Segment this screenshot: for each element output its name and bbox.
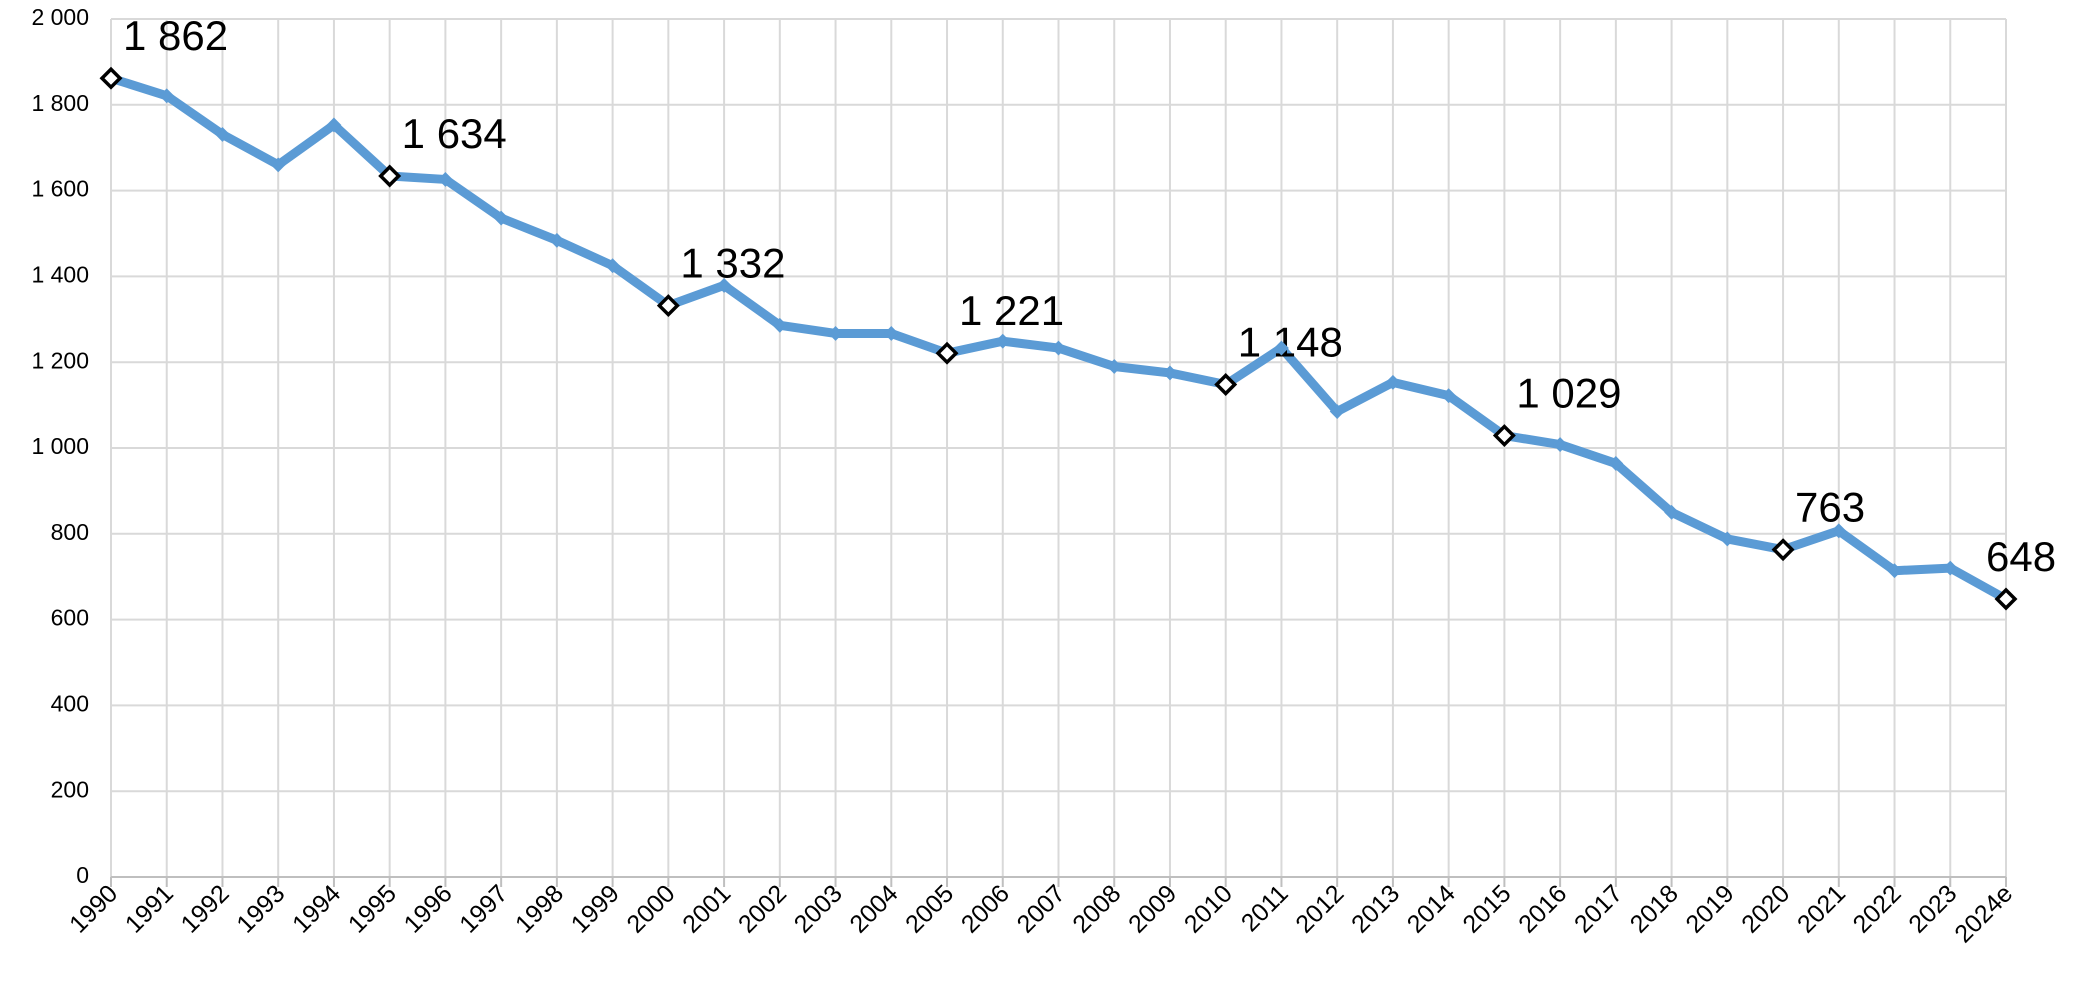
x-tick-label: 2002: [733, 879, 792, 938]
point-marker: [549, 232, 565, 248]
point-marker: [1274, 340, 1289, 356]
x-tick-label: 2008: [1067, 879, 1126, 938]
y-tick-label: 400: [51, 690, 89, 716]
x-tick-label: 2007: [1012, 879, 1071, 938]
x-tick-label: 2005: [900, 879, 959, 938]
x-tick-label: 2004: [844, 879, 903, 938]
point-marker: [1214, 373, 1238, 396]
point-marker: [1051, 340, 1066, 356]
x-tick-label: 2012: [1290, 879, 1349, 938]
point-marker: [1106, 359, 1122, 374]
x-tick-label: 2010: [1179, 879, 1238, 938]
y-tick-label: 1 800: [31, 90, 89, 116]
y-tick-label: 600: [51, 605, 89, 631]
x-tick-label: 2003: [789, 879, 848, 938]
x-tick-label: 2021: [1792, 879, 1851, 938]
x-tick-label: 1992: [176, 879, 235, 938]
point-marker: [1329, 404, 1345, 419]
y-tick-label: 1 200: [31, 347, 89, 373]
point-marker: [215, 126, 230, 142]
point-marker: [1552, 437, 1568, 452]
x-tick-label: 2024e: [1949, 879, 2018, 948]
y-tick-label: 0: [76, 862, 89, 888]
data-label: 1 862: [123, 12, 228, 59]
point-marker: [828, 326, 843, 341]
point-marker: [1441, 388, 1457, 404]
point-marker: [935, 341, 959, 365]
x-tick-label: 2015: [1457, 879, 1516, 938]
point-marker: [656, 294, 680, 318]
point-marker: [605, 258, 621, 274]
x-tick-label: 1995: [343, 879, 402, 938]
point-marker: [159, 88, 175, 104]
point-marker: [437, 172, 453, 187]
x-tick-label: 2022: [1848, 879, 1907, 938]
x-tick-label: 2019: [1680, 879, 1739, 938]
y-tick-label: 800: [51, 519, 89, 545]
y-tick-label: 1 000: [31, 433, 89, 459]
point-marker: [378, 164, 402, 188]
point-marker: [1664, 504, 1680, 520]
x-tick-label: 2009: [1123, 879, 1182, 938]
y-tick-label: 200: [51, 776, 89, 802]
x-tick-label: 2020: [1736, 879, 1795, 938]
data-label: 1 029: [1516, 370, 1621, 417]
data-label: 763: [1795, 484, 1865, 531]
point-marker: [1385, 374, 1401, 390]
y-tick-label: 2 000: [31, 4, 89, 30]
x-tick-label: 1993: [231, 879, 290, 938]
point-marker: [995, 333, 1011, 349]
data-label: 1 148: [1238, 319, 1343, 366]
y-tick-label: 1 400: [31, 261, 89, 287]
x-tick-label: 2016: [1513, 879, 1572, 938]
x-tick-label: 1999: [566, 879, 625, 938]
point-marker: [772, 317, 788, 333]
y-tick-label: 1 600: [31, 176, 89, 202]
data-label: 648: [1986, 533, 2056, 580]
data-label: 1 332: [680, 240, 785, 287]
x-tick-label: 1996: [399, 879, 458, 938]
x-tick-label: 1991: [120, 879, 179, 938]
point-marker: [1492, 424, 1516, 448]
point-marker: [1887, 563, 1902, 579]
point-marker: [270, 157, 286, 173]
point-marker: [1719, 531, 1735, 547]
x-tick-label: 2000: [621, 879, 680, 938]
point-marker: [716, 277, 732, 293]
x-tick-label: 1998: [510, 879, 569, 938]
data-label: 1 221: [959, 287, 1064, 334]
x-tick-label: 2001: [677, 879, 736, 938]
point-marker: [326, 117, 342, 133]
x-tick-label: 1994: [287, 879, 346, 938]
x-tick-label: 2011: [1236, 879, 1294, 937]
x-tick-label: 2014: [1402, 879, 1461, 938]
x-tick-label: 2006: [956, 879, 1015, 938]
x-tick-label: 2018: [1625, 879, 1684, 938]
point-marker: [1831, 523, 1847, 539]
x-tick-label: 2017: [1569, 879, 1628, 938]
point-marker: [1942, 560, 1958, 576]
x-tick-label: 2013: [1346, 879, 1405, 938]
point-marker: [1162, 365, 1178, 381]
point-marker: [493, 210, 509, 226]
point-marker: [883, 326, 899, 341]
x-tick-label: 1997: [454, 879, 513, 938]
point-marker: [99, 66, 123, 90]
data-label: 1 634: [402, 110, 507, 157]
x-tick-label: 1990: [64, 879, 123, 938]
point-marker: [1771, 538, 1795, 562]
point-marker: [1608, 456, 1624, 471]
point-marker: [1994, 587, 2018, 611]
